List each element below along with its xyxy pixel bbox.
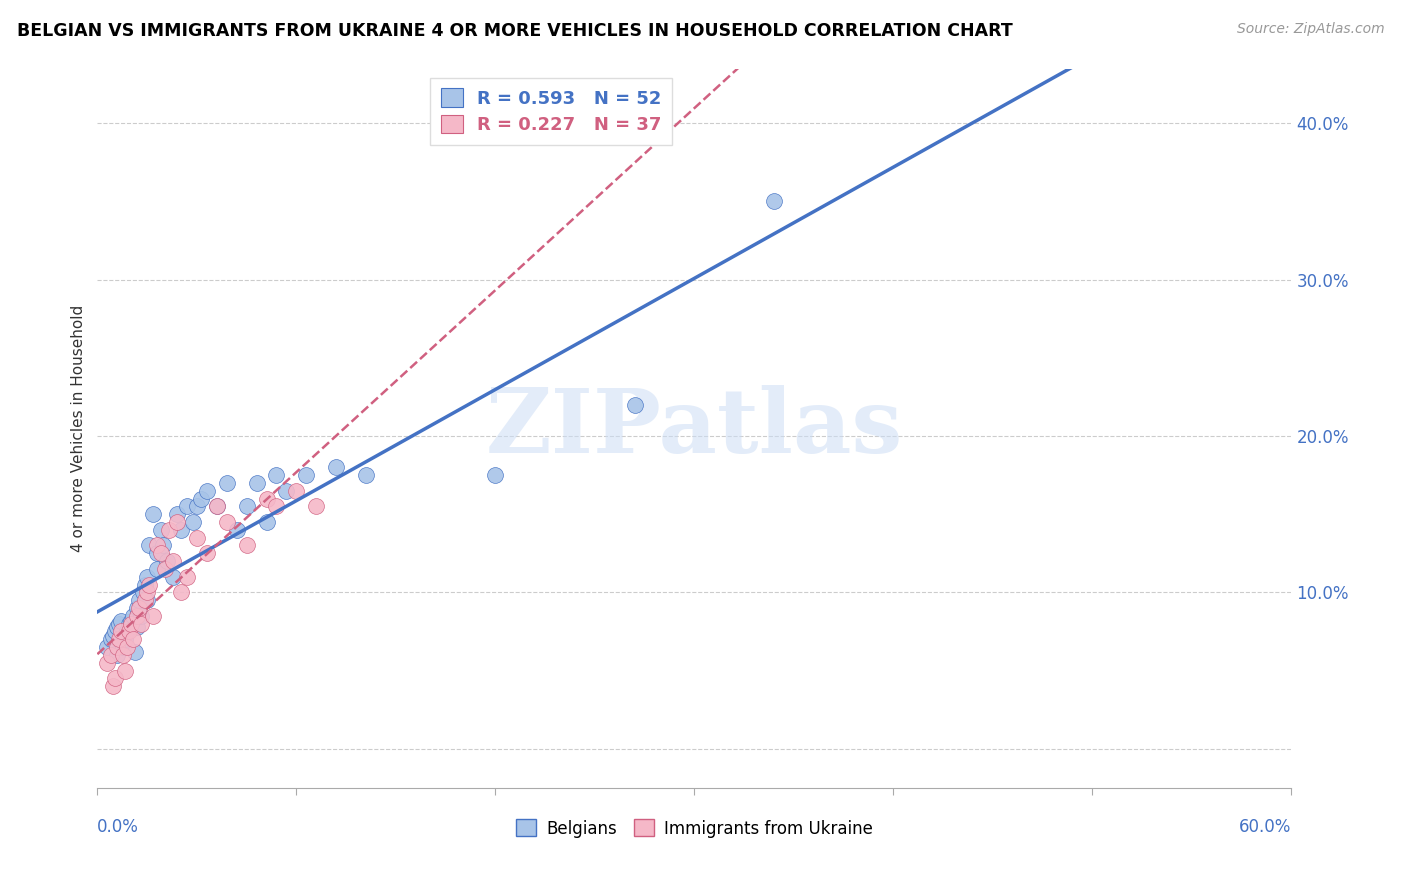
Text: Source: ZipAtlas.com: Source: ZipAtlas.com bbox=[1237, 22, 1385, 37]
Point bbox=[120, 614, 142, 628]
Point bbox=[266, 468, 288, 483]
Text: 60.0%: 60.0% bbox=[1239, 818, 1292, 837]
Point bbox=[195, 546, 218, 560]
Point bbox=[150, 546, 173, 560]
Point bbox=[205, 500, 228, 514]
Point bbox=[225, 523, 247, 537]
Point bbox=[115, 624, 138, 639]
Point bbox=[162, 570, 184, 584]
Point bbox=[112, 640, 135, 654]
Point bbox=[129, 616, 152, 631]
Text: ZIPatlas: ZIPatlas bbox=[485, 384, 903, 472]
Point bbox=[134, 593, 156, 607]
Point bbox=[325, 460, 347, 475]
Point bbox=[181, 515, 204, 529]
Point bbox=[623, 398, 645, 412]
Point bbox=[186, 531, 208, 545]
Point bbox=[105, 640, 128, 654]
Point bbox=[128, 593, 150, 607]
Point bbox=[138, 577, 160, 591]
Point bbox=[170, 523, 193, 537]
Point bbox=[118, 624, 141, 639]
Point bbox=[153, 562, 176, 576]
Point bbox=[157, 523, 180, 537]
Point bbox=[136, 570, 159, 584]
Point bbox=[110, 614, 132, 628]
Point bbox=[114, 664, 136, 678]
Point bbox=[295, 468, 318, 483]
Point bbox=[166, 507, 188, 521]
Point bbox=[136, 593, 159, 607]
Point bbox=[122, 632, 145, 647]
Point bbox=[134, 577, 156, 591]
Point bbox=[245, 475, 267, 490]
Point bbox=[162, 554, 184, 568]
Point bbox=[354, 468, 377, 483]
Point bbox=[235, 539, 257, 553]
Point bbox=[256, 491, 278, 506]
Point bbox=[128, 601, 150, 615]
Point bbox=[122, 608, 145, 623]
Point bbox=[118, 616, 141, 631]
Point bbox=[170, 585, 193, 599]
Point bbox=[763, 194, 786, 209]
Point bbox=[100, 648, 122, 662]
Point bbox=[146, 562, 169, 576]
Point bbox=[142, 507, 165, 521]
Point bbox=[127, 608, 149, 623]
Point bbox=[176, 500, 198, 514]
Point bbox=[215, 515, 238, 529]
Point bbox=[266, 500, 288, 514]
Point bbox=[484, 468, 506, 483]
Point bbox=[100, 632, 122, 647]
Point bbox=[285, 483, 308, 498]
Point bbox=[256, 515, 278, 529]
Point bbox=[215, 475, 238, 490]
Text: 0.0%: 0.0% bbox=[97, 818, 139, 837]
Point bbox=[166, 515, 188, 529]
Point bbox=[195, 483, 218, 498]
Point bbox=[150, 523, 173, 537]
Point bbox=[146, 539, 169, 553]
Point bbox=[176, 570, 198, 584]
Point bbox=[105, 648, 128, 662]
Point bbox=[305, 500, 328, 514]
Legend: Belgians, Immigrants from Ukraine: Belgians, Immigrants from Ukraine bbox=[509, 813, 879, 844]
Point bbox=[108, 616, 131, 631]
Point bbox=[132, 585, 155, 599]
Point bbox=[136, 585, 159, 599]
Point bbox=[96, 656, 118, 670]
Y-axis label: 4 or more Vehicles in Household: 4 or more Vehicles in Household bbox=[72, 304, 86, 552]
Point bbox=[124, 645, 146, 659]
Point bbox=[103, 679, 125, 693]
Point bbox=[104, 672, 127, 686]
Point bbox=[115, 640, 138, 654]
Point bbox=[127, 620, 149, 634]
Point bbox=[235, 500, 257, 514]
Point bbox=[138, 539, 160, 553]
Point bbox=[105, 620, 128, 634]
Point bbox=[96, 640, 118, 654]
Point bbox=[276, 483, 298, 498]
Point bbox=[120, 616, 142, 631]
Point bbox=[142, 608, 165, 623]
Point bbox=[114, 632, 136, 647]
Point bbox=[152, 539, 174, 553]
Point bbox=[110, 624, 132, 639]
Point bbox=[205, 500, 228, 514]
Point bbox=[190, 491, 212, 506]
Point bbox=[112, 648, 135, 662]
Point bbox=[186, 500, 208, 514]
Point bbox=[103, 629, 125, 643]
Point bbox=[156, 554, 179, 568]
Point bbox=[129, 608, 152, 623]
Text: BELGIAN VS IMMIGRANTS FROM UKRAINE 4 OR MORE VEHICLES IN HOUSEHOLD CORRELATION C: BELGIAN VS IMMIGRANTS FROM UKRAINE 4 OR … bbox=[17, 22, 1012, 40]
Point bbox=[146, 546, 169, 560]
Point bbox=[108, 632, 131, 647]
Point bbox=[104, 624, 127, 639]
Point bbox=[127, 601, 149, 615]
